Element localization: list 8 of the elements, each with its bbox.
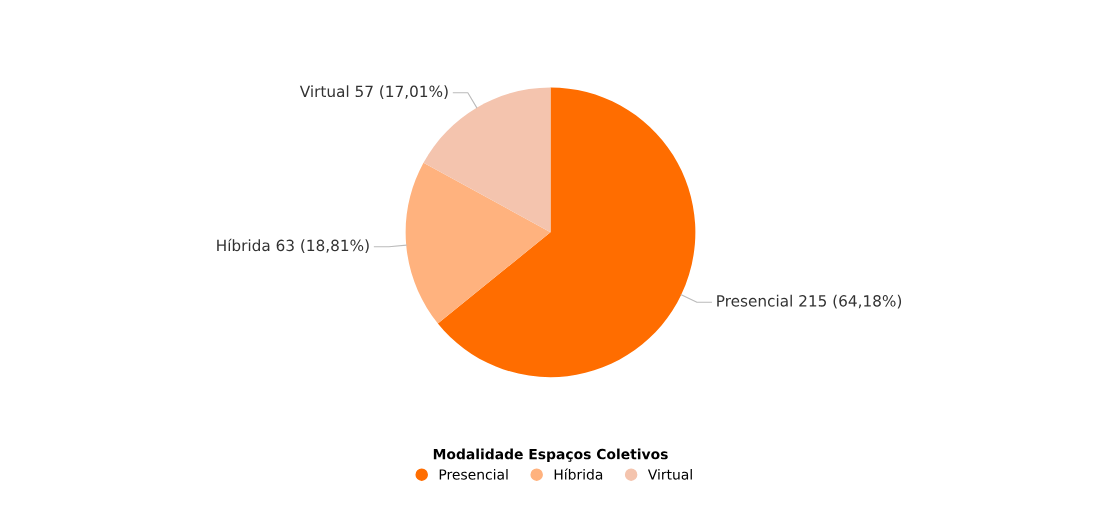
- legend-title: Modalidade Espaços Coletivos: [433, 448, 668, 463]
- legend-label: Virtual: [647, 468, 692, 480]
- data-label: Presencial 215 (64,18%): [717, 294, 902, 309]
- data-label: Híbrida 63 (18,81%): [217, 238, 369, 253]
- legend-label: Híbrida: [554, 468, 603, 480]
- pie-slice: [405, 162, 551, 324]
- data-label: Virtual 57 (17,01%): [299, 85, 448, 99]
- legend-label: Presencial: [439, 468, 508, 480]
